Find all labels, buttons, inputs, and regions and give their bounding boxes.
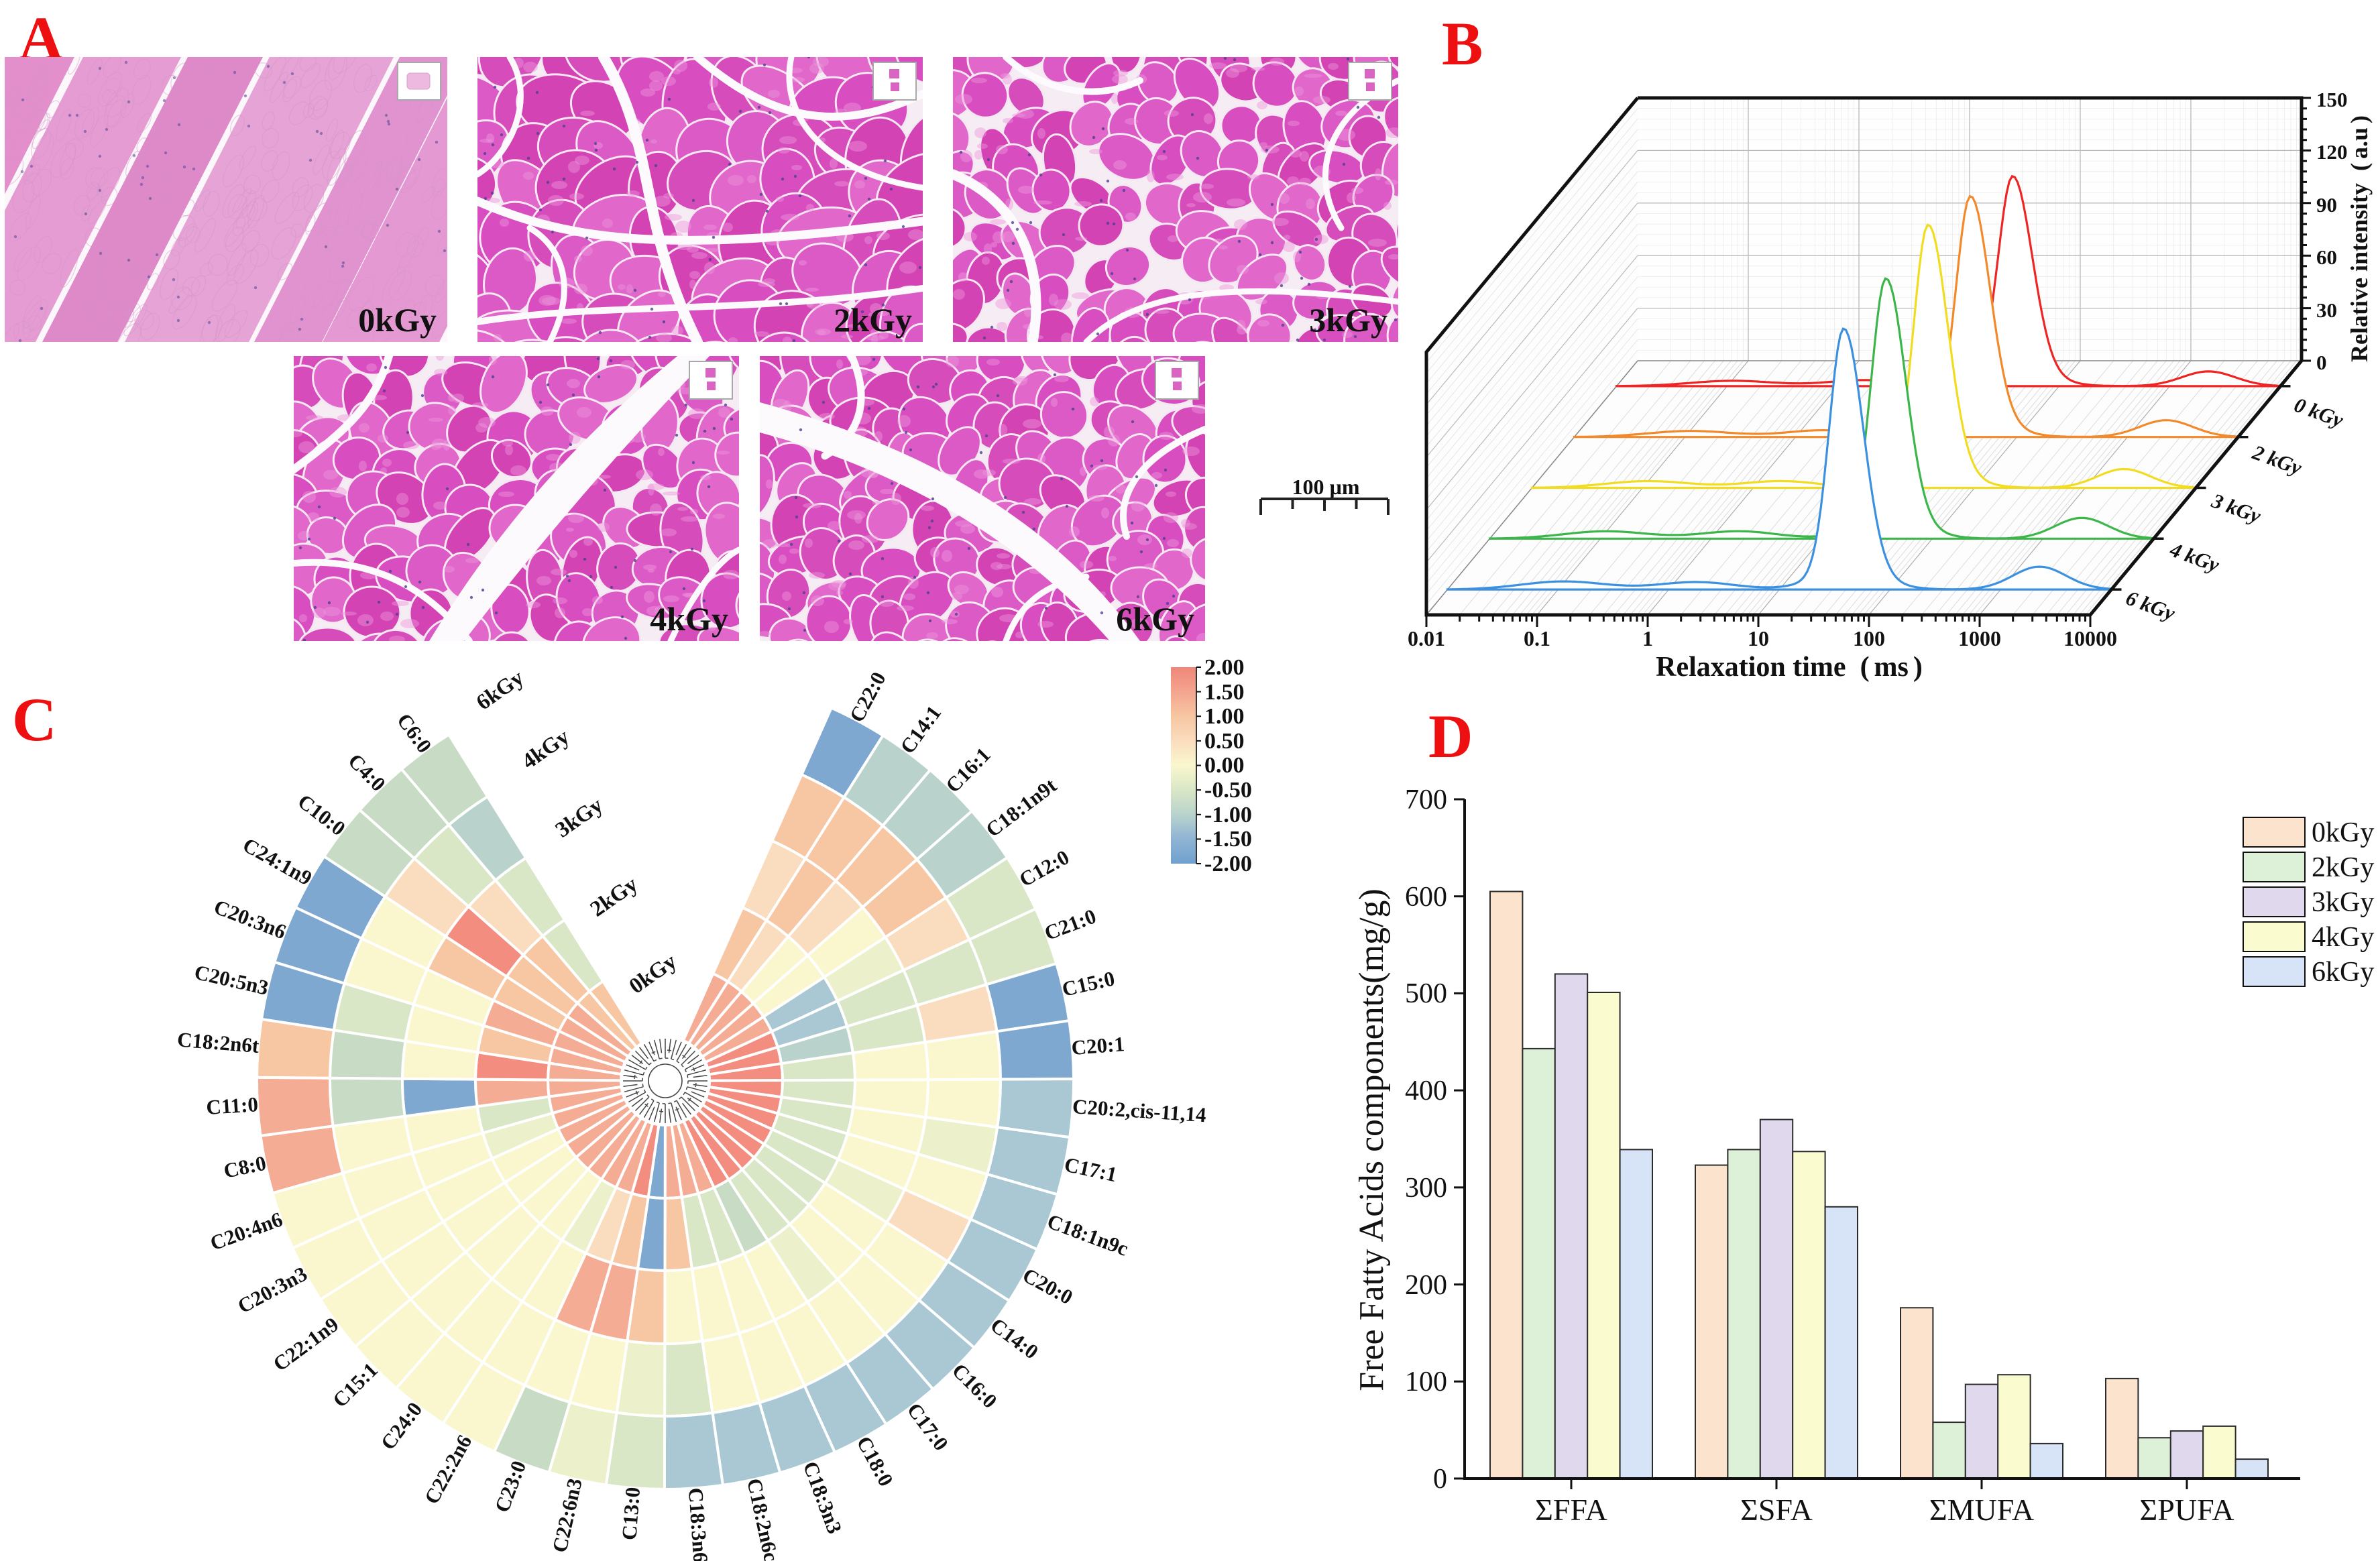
svg-text:-1.00: -1.00 bbox=[1204, 803, 1252, 827]
svg-text:D: D bbox=[1428, 702, 1473, 770]
svg-text:4kGy: 4kGy bbox=[650, 600, 728, 638]
svg-text:100: 100 bbox=[1405, 1367, 1447, 1397]
svg-text:0.01: 0.01 bbox=[1408, 626, 1445, 650]
svg-text:1.50: 1.50 bbox=[1204, 680, 1245, 705]
svg-text:-0.50: -0.50 bbox=[1204, 778, 1252, 803]
svg-text:600: 600 bbox=[1405, 882, 1447, 913]
svg-text:ΣFFA: ΣFFA bbox=[1535, 1493, 1607, 1527]
svg-text:C11:0: C11:0 bbox=[205, 1092, 259, 1119]
svg-text:100: 100 bbox=[1853, 626, 1885, 650]
svg-text:60: 60 bbox=[2316, 245, 2337, 269]
svg-text:0.00: 0.00 bbox=[1204, 753, 1245, 778]
svg-text:Relaxation time ( ms ): Relaxation time ( ms ) bbox=[1656, 652, 1923, 683]
svg-text:90: 90 bbox=[2316, 193, 2337, 217]
svg-text:2kGy: 2kGy bbox=[2312, 852, 2374, 883]
svg-text:120: 120 bbox=[2316, 140, 2348, 164]
svg-text:2.00: 2.00 bbox=[1204, 655, 1245, 680]
svg-text:C: C bbox=[12, 685, 56, 754]
svg-text:500: 500 bbox=[1405, 978, 1447, 1009]
svg-text:150: 150 bbox=[2316, 88, 2348, 111]
svg-text:C13:0: C13:0 bbox=[617, 1486, 644, 1541]
svg-text:6kGy: 6kGy bbox=[1116, 600, 1194, 638]
svg-text:3kGy: 3kGy bbox=[1309, 301, 1387, 339]
svg-text:-1.50: -1.50 bbox=[1204, 827, 1252, 852]
svg-text:0: 0 bbox=[2316, 351, 2327, 374]
svg-text:4kGy: 4kGy bbox=[2312, 922, 2374, 953]
svg-text:10000: 10000 bbox=[2063, 626, 2117, 650]
svg-text:Free Fatty Acids components(mg: Free Fatty Acids components(mg/g) bbox=[1353, 888, 1391, 1391]
svg-text:300: 300 bbox=[1405, 1173, 1447, 1204]
svg-text:ΣSFA: ΣSFA bbox=[1740, 1493, 1813, 1527]
svg-text:ΣMUFA: ΣMUFA bbox=[1929, 1493, 2034, 1527]
svg-text:-2.00: -2.00 bbox=[1204, 852, 1252, 876]
svg-text:1: 1 bbox=[1642, 626, 1653, 650]
svg-text:6kGy: 6kGy bbox=[2312, 957, 2374, 988]
svg-text:1000: 1000 bbox=[1958, 626, 2001, 650]
svg-text:0: 0 bbox=[1433, 1464, 1447, 1495]
svg-text:0kGy: 0kGy bbox=[358, 301, 437, 339]
svg-text:200: 200 bbox=[1405, 1270, 1447, 1301]
svg-text:B: B bbox=[1442, 9, 1483, 78]
svg-text:100 µm: 100 µm bbox=[1292, 475, 1359, 499]
svg-text:400: 400 bbox=[1405, 1076, 1447, 1106]
svg-text:0kGy: 0kGy bbox=[2312, 817, 2374, 848]
svg-text:ΣPUFA: ΣPUFA bbox=[2140, 1493, 2234, 1527]
svg-text:1.00: 1.00 bbox=[1204, 704, 1245, 729]
svg-text:0.1: 0.1 bbox=[1524, 626, 1550, 650]
svg-text:2kGy: 2kGy bbox=[834, 301, 912, 339]
svg-text:C20:1: C20:1 bbox=[1070, 1032, 1125, 1059]
svg-text:C18:3n6: C18:3n6 bbox=[684, 1487, 713, 1561]
svg-text:Relative intensity ( a.u ): Relative intensity ( a.u ) bbox=[2346, 115, 2373, 362]
svg-text:700: 700 bbox=[1405, 785, 1447, 815]
svg-text:30: 30 bbox=[2316, 298, 2337, 322]
svg-text:3kGy: 3kGy bbox=[2312, 887, 2374, 918]
svg-text:0.50: 0.50 bbox=[1204, 729, 1245, 754]
svg-text:10: 10 bbox=[1748, 626, 1769, 650]
